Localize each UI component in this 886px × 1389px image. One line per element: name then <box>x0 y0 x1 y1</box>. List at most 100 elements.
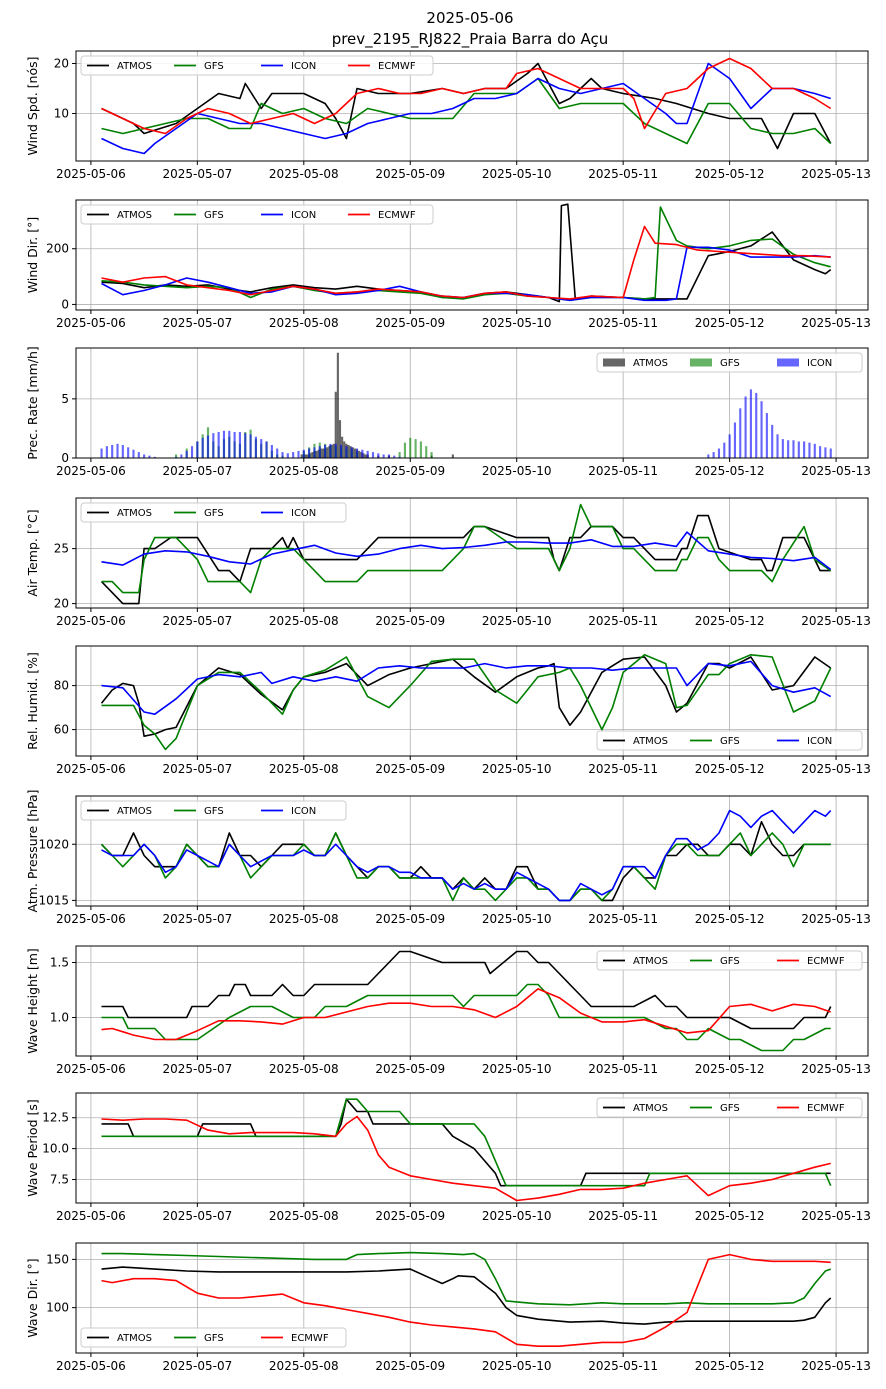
y-tick-label: 0 <box>61 297 69 311</box>
bar-icon <box>382 454 385 458</box>
bar-icon <box>148 455 151 458</box>
x-tick-label: 2025-05-12 <box>695 316 765 330</box>
series-line-atmos <box>100 514 831 605</box>
legend-box <box>80 502 347 523</box>
x-tick-label: 2025-05-13 <box>801 1359 871 1373</box>
plot-area <box>100 809 832 902</box>
figure-title-date: 2025-05-06 <box>426 9 513 27</box>
panel-1: 2025-05-06 2025-05-07 2025-05-08 2025-05-09… <box>25 50 871 181</box>
x-tick-label: 2025-05-07 <box>162 1209 232 1223</box>
x-tick-label: 2025-05-13 <box>801 762 871 776</box>
legend-label-atmos: ATMOS <box>117 806 152 817</box>
x-tick-label: 2025-05-07 <box>162 912 232 926</box>
y-tick-label: 12.5 <box>42 1111 69 1125</box>
y-tick-label: 200 <box>46 242 69 256</box>
x-tick-label: 2025-05-09 <box>375 1209 445 1223</box>
y-tick-label: 1020 <box>38 837 69 851</box>
bar-atmos <box>326 447 329 458</box>
legend: ATMOS GFS ICON <box>596 730 863 751</box>
x-tick-label: 2025-05-10 <box>482 167 552 181</box>
panel-3: 2025-05-06 2025-05-07 2025-05-08 2025-05-09… <box>25 346 871 478</box>
bar-gfs <box>409 437 412 458</box>
x-tick-label: 2025-05-08 <box>269 614 339 628</box>
bar-icon <box>318 446 321 458</box>
legend-swatch-atmos <box>603 358 625 367</box>
legend-box <box>80 204 434 225</box>
bar-icon <box>111 444 114 458</box>
axes-frame <box>75 1242 869 1354</box>
bar-icon <box>723 442 726 458</box>
y-tick-label: 1.5 <box>50 956 69 970</box>
x-tick-label: 2025-05-08 <box>269 316 339 330</box>
x-tick-label: 2025-05-08 <box>269 762 339 776</box>
x-tick-label: 2025-05-09 <box>375 167 445 181</box>
plot-area <box>101 1251 832 1347</box>
bar-icon <box>228 430 231 458</box>
bar-icon <box>398 456 401 458</box>
axes-frame <box>75 795 869 907</box>
legend-label-ecmwf: ECMWF <box>807 1103 845 1114</box>
legend-box <box>596 352 863 373</box>
bar-atmos <box>347 444 350 458</box>
series-line-ecmwf <box>101 988 831 1041</box>
panel-4: 2025-05-06 2025-05-07 2025-05-08 2025-05-09… <box>25 497 871 628</box>
legend-label-gfs: GFS <box>204 1333 224 1344</box>
plot-area <box>100 503 832 605</box>
panel-9: 2025-05-06 2025-05-07 2025-05-08 2025-05-09… <box>25 1242 871 1373</box>
legend-box <box>596 950 863 971</box>
x-tick-label: 2025-05-12 <box>695 1062 765 1076</box>
y-axis-label: Atm. Pressure [hPa] <box>25 789 40 912</box>
legend-label-gfs: GFS <box>720 358 740 369</box>
bar-icon <box>824 447 827 458</box>
plot-area <box>100 352 832 458</box>
bar-icon <box>797 441 800 458</box>
series-line-icon <box>101 809 832 902</box>
series-line-ecmwf <box>101 57 832 135</box>
bar-icon <box>201 437 204 458</box>
bar-icon <box>717 448 721 458</box>
series-line-gfs <box>101 1251 831 1306</box>
y-tick-label: 25 <box>54 542 69 556</box>
bar-icon <box>755 392 758 458</box>
y-tick-label: 20 <box>54 57 69 71</box>
x-tick-label: 2025-05-11 <box>588 614 658 628</box>
series-line-atmos <box>100 656 832 738</box>
series-line-gfs <box>101 983 831 1052</box>
panels-group: 2025-05-06 2025-05-07 2025-05-08 2025-05-09… <box>25 50 871 1373</box>
legend-label-gfs: GFS <box>720 956 740 967</box>
bar-gfs <box>430 452 433 458</box>
plot-area <box>101 1098 832 1202</box>
series-line-ecmwf <box>101 1253 831 1347</box>
x-tick-label: 2025-05-12 <box>695 614 765 628</box>
x-tick-label: 2025-05-09 <box>375 464 445 478</box>
x-tick-label: 2025-05-13 <box>801 1062 871 1076</box>
x-tick-label: 2025-05-06 <box>56 614 126 628</box>
x-tick-label: 2025-05-09 <box>375 1062 445 1076</box>
bar-icon <box>302 449 305 458</box>
bar-icon <box>803 441 806 458</box>
bar-icon <box>776 434 779 458</box>
bar-icon <box>808 442 811 458</box>
series-line-icon <box>101 62 831 155</box>
x-tick-label: 2025-05-12 <box>695 167 765 181</box>
bar-icon <box>765 413 768 458</box>
bar-icon <box>377 453 380 458</box>
legend: ATMOS GFS ECMWF <box>596 950 863 971</box>
bar-icon <box>249 434 252 458</box>
bar-gfs <box>175 454 178 458</box>
bar-icon <box>313 447 316 458</box>
bar-icon <box>829 448 832 458</box>
series-line-gfs <box>100 832 831 902</box>
bar-icon <box>361 449 364 458</box>
y-axis-label: Wind Spd. [nós] <box>25 57 40 156</box>
legend: ATMOS GFS ICON <box>80 502 347 523</box>
x-tick-label: 2025-05-13 <box>801 316 871 330</box>
series-line-icon <box>101 531 832 571</box>
legend-label-icon: ICON <box>291 61 316 72</box>
legend-label-atmos: ATMOS <box>633 358 668 369</box>
bar-icon <box>137 452 140 458</box>
bar-atmos <box>336 352 339 458</box>
bar-icon <box>728 434 731 458</box>
series-line-ecmwf <box>101 225 831 300</box>
